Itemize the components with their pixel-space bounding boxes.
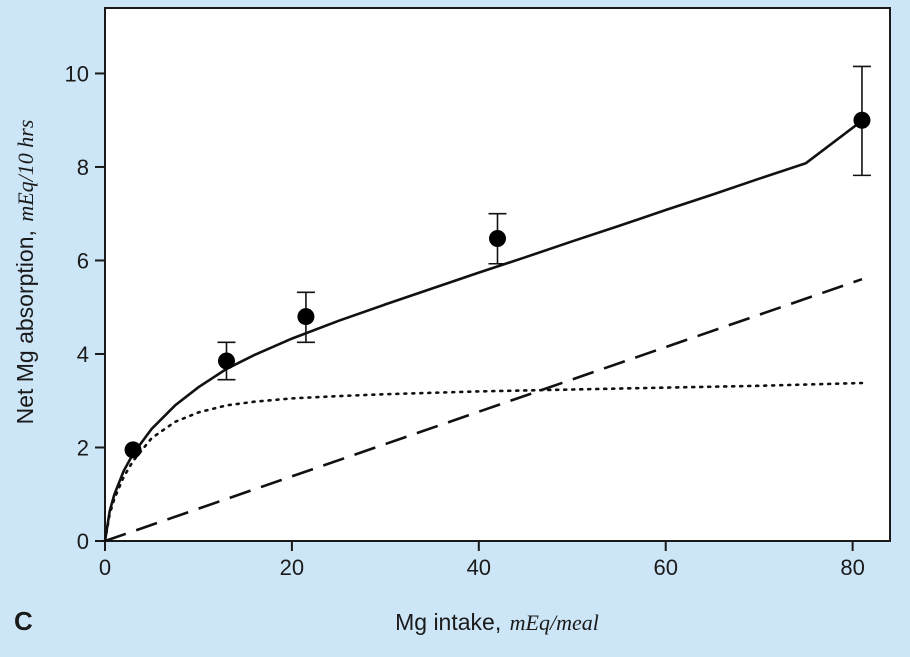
dashed-model-line	[104, 277, 863, 543]
x-tick-label: 60	[653, 555, 677, 580]
y-tick-label: 0	[77, 529, 89, 554]
y-tick-label: 8	[77, 155, 89, 180]
y-axis-label: Net Mg absorption,	[12, 230, 38, 424]
panel-letter: C	[14, 606, 33, 636]
axes: 0 20 40 60 80 0 2 4 6 8 10	[65, 61, 865, 580]
data-points	[124, 65, 871, 459]
x-tick-label: 0	[99, 555, 111, 580]
x-tick-label: 40	[467, 555, 491, 580]
data-point	[853, 111, 871, 129]
solid-model-line	[103, 119, 863, 542]
x-axis-title: Mg intake, mEq/meal	[395, 609, 599, 635]
x-axis-label: Mg intake,	[395, 609, 501, 635]
plot-area	[104, 7, 891, 542]
y-axis-unit: mEq/10 hrs	[13, 120, 38, 222]
model-lines	[103, 119, 864, 543]
y-tick-label: 6	[77, 248, 89, 273]
x-tick-label: 20	[280, 555, 304, 580]
data-point	[489, 229, 506, 247]
y-axis-title: Net Mg absorption, mEq/10 hrs	[12, 120, 38, 425]
data-point	[217, 352, 235, 370]
data-point	[124, 441, 142, 459]
dotted-model-line	[103, 381, 864, 543]
data-point	[297, 308, 315, 326]
x-tick-label: 80	[840, 555, 864, 580]
y-tick-label: 10	[65, 61, 89, 86]
y-tick-label: 2	[77, 435, 89, 460]
y-tick-label: 4	[77, 342, 89, 367]
x-axis-unit: mEq/meal	[510, 610, 599, 635]
